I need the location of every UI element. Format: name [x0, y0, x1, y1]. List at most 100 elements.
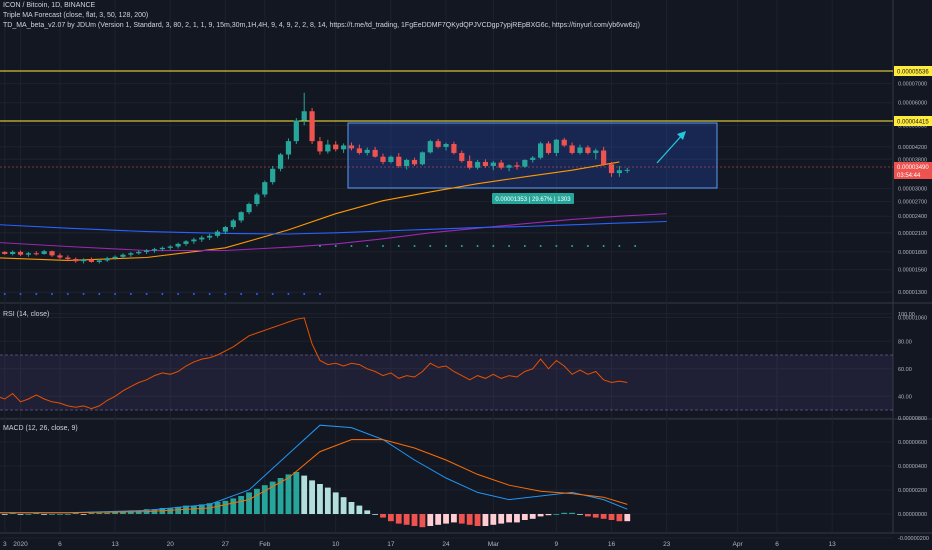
candle[interactable]	[411, 157, 418, 167]
candle[interactable]	[341, 143, 347, 153]
macd-histogram-bar	[33, 512, 40, 514]
candle[interactable]	[506, 164, 512, 172]
candle[interactable]	[277, 152, 284, 172]
candle[interactable]	[522, 159, 528, 168]
candle[interactable]	[57, 253, 63, 259]
candle[interactable]	[128, 251, 134, 257]
candle[interactable]	[467, 155, 473, 170]
candles[interactable]	[0, 92, 630, 264]
candle[interactable]	[616, 166, 622, 177]
candle[interactable]	[270, 166, 276, 185]
candle[interactable]	[317, 136, 323, 155]
candle[interactable]	[538, 141, 544, 160]
candle[interactable]	[482, 159, 489, 168]
range-box[interactable]	[347, 122, 718, 189]
candle[interactable]	[112, 255, 118, 260]
candle[interactable]	[238, 211, 244, 223]
candle[interactable]	[199, 235, 205, 242]
candle[interactable]	[348, 142, 355, 151]
candle[interactable]	[404, 158, 410, 170]
candle[interactable]	[459, 150, 465, 163]
candle[interactable]	[207, 233, 213, 241]
candle[interactable]	[372, 146, 378, 158]
indicator-ma-forecast[interactable]: Triple MA Forecast (close, flat, 3, 50, …	[3, 12, 149, 19]
candle[interactable]	[2, 251, 8, 255]
ma-200-line[interactable]	[0, 220, 667, 235]
candle[interactable]	[175, 242, 181, 249]
candle[interactable]	[80, 258, 87, 264]
candle[interactable]	[33, 251, 39, 256]
candle[interactable]	[490, 160, 496, 171]
candle[interactable]	[41, 249, 47, 255]
candle[interactable]	[356, 144, 362, 155]
candle[interactable]	[309, 107, 315, 144]
macd-histogram-bar	[269, 481, 276, 514]
candle[interactable]	[49, 250, 55, 257]
candle[interactable]	[577, 144, 583, 155]
candle[interactable]	[396, 152, 402, 168]
candle[interactable]	[608, 161, 615, 177]
candle[interactable]	[73, 257, 79, 263]
candle[interactable]	[451, 141, 457, 155]
price-pane[interactable]: 0.00001353 | 29.67% | 1303	[0, 70, 893, 295]
candle[interactable]	[325, 139, 331, 154]
candle[interactable]	[333, 141, 339, 152]
candle[interactable]	[293, 118, 299, 144]
ma-128-line[interactable]	[0, 213, 667, 252]
candle[interactable]	[435, 138, 441, 149]
candle[interactable]	[88, 257, 95, 263]
candle[interactable]	[136, 250, 142, 255]
candle[interactable]	[144, 249, 150, 254]
candle[interactable]	[388, 155, 394, 164]
candle[interactable]	[246, 202, 252, 215]
candle[interactable]	[214, 229, 221, 238]
candle[interactable]	[222, 225, 228, 234]
candle[interactable]	[419, 151, 425, 166]
candle[interactable]	[65, 255, 71, 262]
candle[interactable]	[593, 148, 599, 160]
candle[interactable]	[230, 218, 236, 230]
candle[interactable]	[285, 138, 292, 160]
candle-body	[128, 253, 134, 255]
rsi-pane[interactable]	[0, 317, 893, 411]
candle[interactable]	[553, 138, 559, 157]
candle[interactable]	[474, 159, 481, 170]
candle[interactable]	[183, 240, 189, 246]
forecast-arrow[interactable]	[656, 131, 686, 164]
candle[interactable]	[301, 92, 307, 126]
candle[interactable]	[262, 180, 268, 198]
candle[interactable]	[380, 153, 386, 165]
macd-title[interactable]: MACD (12, 26, close, 9)	[3, 425, 78, 432]
candle[interactable]	[159, 246, 165, 252]
macd-pane[interactable]	[0, 424, 631, 528]
candle[interactable]	[601, 146, 607, 167]
candle[interactable]	[167, 245, 173, 250]
candle[interactable]	[120, 253, 126, 259]
signal-line[interactable]	[0, 439, 628, 514]
candle[interactable]	[427, 139, 433, 154]
candle[interactable]	[254, 192, 260, 207]
rsi-title[interactable]: RSI (14, close)	[3, 311, 50, 318]
candle[interactable]	[585, 145, 591, 155]
candle[interactable]	[443, 142, 449, 151]
candle[interactable]	[96, 258, 102, 264]
candle[interactable]	[545, 141, 552, 155]
candle[interactable]	[569, 142, 575, 155]
candle[interactable]	[10, 250, 16, 256]
candle[interactable]	[104, 256, 110, 262]
candle[interactable]	[498, 159, 504, 170]
candle[interactable]	[151, 247, 158, 253]
candle[interactable]	[514, 161, 520, 170]
candle[interactable]	[530, 156, 536, 163]
ma-50-line[interactable]	[0, 161, 620, 261]
candle[interactable]	[364, 147, 370, 156]
candle[interactable]	[561, 137, 567, 147]
candle[interactable]	[624, 167, 630, 174]
candle[interactable]	[17, 250, 24, 257]
rsi-tick-label: 40.00	[898, 394, 912, 400]
rsi-line[interactable]	[0, 317, 628, 410]
indicator-td-ma[interactable]: TD_MA_beta_v2.07 by JDUm (Version 1, Sta…	[3, 22, 640, 29]
candle[interactable]	[191, 237, 197, 244]
candle[interactable]	[25, 251, 31, 257]
